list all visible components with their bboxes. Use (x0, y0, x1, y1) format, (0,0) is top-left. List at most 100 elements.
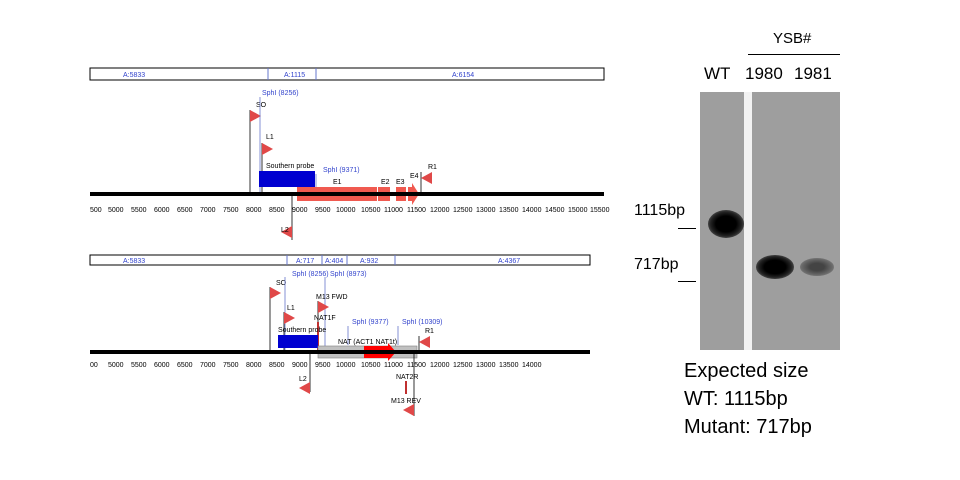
bottom-axis-tick: 00 (90, 362, 98, 369)
top-axis-tick: 6500 (177, 207, 193, 214)
top-axis-tick: 11000 (384, 207, 403, 214)
top-axis-tick: 8500 (269, 207, 285, 214)
so-label: SO (256, 102, 267, 109)
r1-primer-flag (421, 172, 432, 184)
top-axis-tick: 7000 (200, 207, 216, 214)
bottom-axis-tick: 9500 (315, 362, 331, 369)
r1-label: R1 (425, 328, 434, 335)
bottom-axis-tick: 8500 (269, 362, 285, 369)
southern-probe-label: Southern probe (278, 327, 326, 334)
bottom-segment-label: A:5833 (123, 258, 145, 265)
marker-label-717: 717bp (634, 256, 679, 273)
southern-probe-box (259, 171, 315, 187)
top-axis-tick: 13000 (476, 207, 496, 214)
lane-gap (744, 92, 752, 350)
top-segment-label: A:1115 (284, 72, 305, 79)
bottom-axis-tick: 6000 (154, 362, 170, 369)
bottom-segment-label: A:4367 (498, 258, 520, 265)
bottom-backbone (90, 350, 590, 354)
exon-label: E4 (410, 173, 419, 180)
top-axis-tick: 8000 (246, 207, 262, 214)
m13-rev-label: M13 REV (391, 398, 421, 405)
ysb-group-line (748, 54, 840, 55)
marker-line-717 (678, 281, 696, 282)
bottom-axis-tick: 5500 (131, 362, 147, 369)
so-primer-flag (250, 110, 261, 122)
bottom-segment-bar: A:5833 A:717 A:404 A:932 A:4367 (89, 254, 591, 266)
top-backbone (90, 192, 604, 196)
top-axis-tick: 5000 (108, 207, 124, 214)
exon-label: E3 (396, 179, 405, 186)
top-axis-tick: 5500 (131, 207, 147, 214)
sphi-site-label: SphI (8973) (330, 271, 367, 278)
top-axis-tick: 500 (90, 207, 102, 214)
top-segment-label: A:6154 (452, 72, 474, 79)
l2-primer-flag (281, 226, 292, 238)
bottom-axis-tick: 5000 (108, 362, 124, 369)
top-axis-tick: 14500 (545, 207, 565, 214)
band-1980-717 (756, 255, 794, 279)
bottom-axis-tick: 14000 (522, 362, 542, 369)
m13-rev-primer-flag (403, 404, 414, 416)
bottom-segment-label: A:717 (296, 258, 314, 265)
sphi-site-label: SphI (9371) (323, 167, 360, 174)
so-primer-flag (270, 287, 281, 299)
bottom-segment-label: A:404 (325, 258, 343, 265)
top-axis-tick: 11500 (407, 207, 426, 214)
top-axis-tick: 14000 (522, 207, 542, 214)
top-axis-tick: 7500 (223, 207, 239, 214)
top-axis-tick: 13500 (499, 207, 519, 214)
bottom-axis-tick: 13000 (476, 362, 496, 369)
l1-primer-flag (284, 312, 295, 324)
nat2r-label: NAT2R (396, 374, 418, 381)
bottom-axis-tick: 9000 (292, 362, 308, 369)
nat-cassette-label: NAT (ACT1 NAT1t) (338, 339, 397, 346)
lane-label-1980: 1980 (745, 64, 783, 83)
top-segment-label: A:5833 (123, 72, 145, 79)
southern-probe-label: Southern probe (266, 163, 314, 170)
top-axis-tick: 9000 (292, 207, 308, 214)
ysb-group-label: YSB# (773, 30, 812, 47)
exon-label: E1 (333, 179, 342, 186)
band-wt-1115 (708, 210, 744, 238)
nat1f-label: NAT1F (314, 315, 336, 322)
l1-label: L1 (266, 134, 274, 141)
l2-primer-flag (299, 382, 310, 394)
bottom-segment-label: A:932 (360, 258, 378, 265)
l2-label: L2 (281, 227, 289, 234)
top-axis-tick: 15500 (590, 207, 610, 214)
sphi-site-label: SphI (9377) (352, 319, 389, 326)
southern-probe-box (278, 335, 318, 348)
bottom-axis-tick: 11000 (384, 362, 403, 369)
m13-fwd-label: M13 FWD (316, 294, 348, 301)
r1-primer-flag (419, 336, 430, 348)
top-axis-tick: 12500 (453, 207, 473, 214)
expected-size-wt: WT: 1115bp (684, 388, 788, 410)
expected-size-title: Expected size (684, 360, 809, 382)
bottom-axis-tick: 7000 (200, 362, 216, 369)
so-label: SO (276, 280, 287, 287)
bottom-axis-tick: 13500 (499, 362, 519, 369)
bottom-axis-tick: 7500 (223, 362, 239, 369)
marker-label-1115: 1115bp (634, 202, 686, 219)
top-axis-tick: 9500 (315, 207, 331, 214)
bottom-axis-tick: 10000 (336, 362, 356, 369)
gene-map-diagram: A:5833 A:1115 A:6154 SO SphI (8256) L1 S… (89, 67, 610, 416)
m13-fwd-primer-flag (318, 301, 329, 313)
bottom-axis-tick: 11500 (407, 362, 426, 369)
top-axis-tick: 6000 (154, 207, 170, 214)
l1-label: L1 (287, 305, 295, 312)
bottom-axis-tick: 12000 (430, 362, 450, 369)
sphi-site-label: SphI (10309) (402, 319, 442, 326)
l2-label: L2 (299, 376, 307, 383)
marker-line-1115 (678, 228, 696, 229)
exon-label: E2 (381, 179, 390, 186)
southern-blot-image (700, 92, 840, 350)
bottom-axis-tick: 8000 (246, 362, 262, 369)
band-1981-717 (800, 258, 834, 276)
sphi-site-label: SphI (8256) (292, 271, 329, 278)
l1-primer-flag (262, 143, 273, 155)
bottom-axis-tick: 10500 (361, 362, 381, 369)
sphi-site-label: SphI (8256) (262, 90, 299, 97)
lane-label-1981: 1981 (794, 64, 832, 83)
